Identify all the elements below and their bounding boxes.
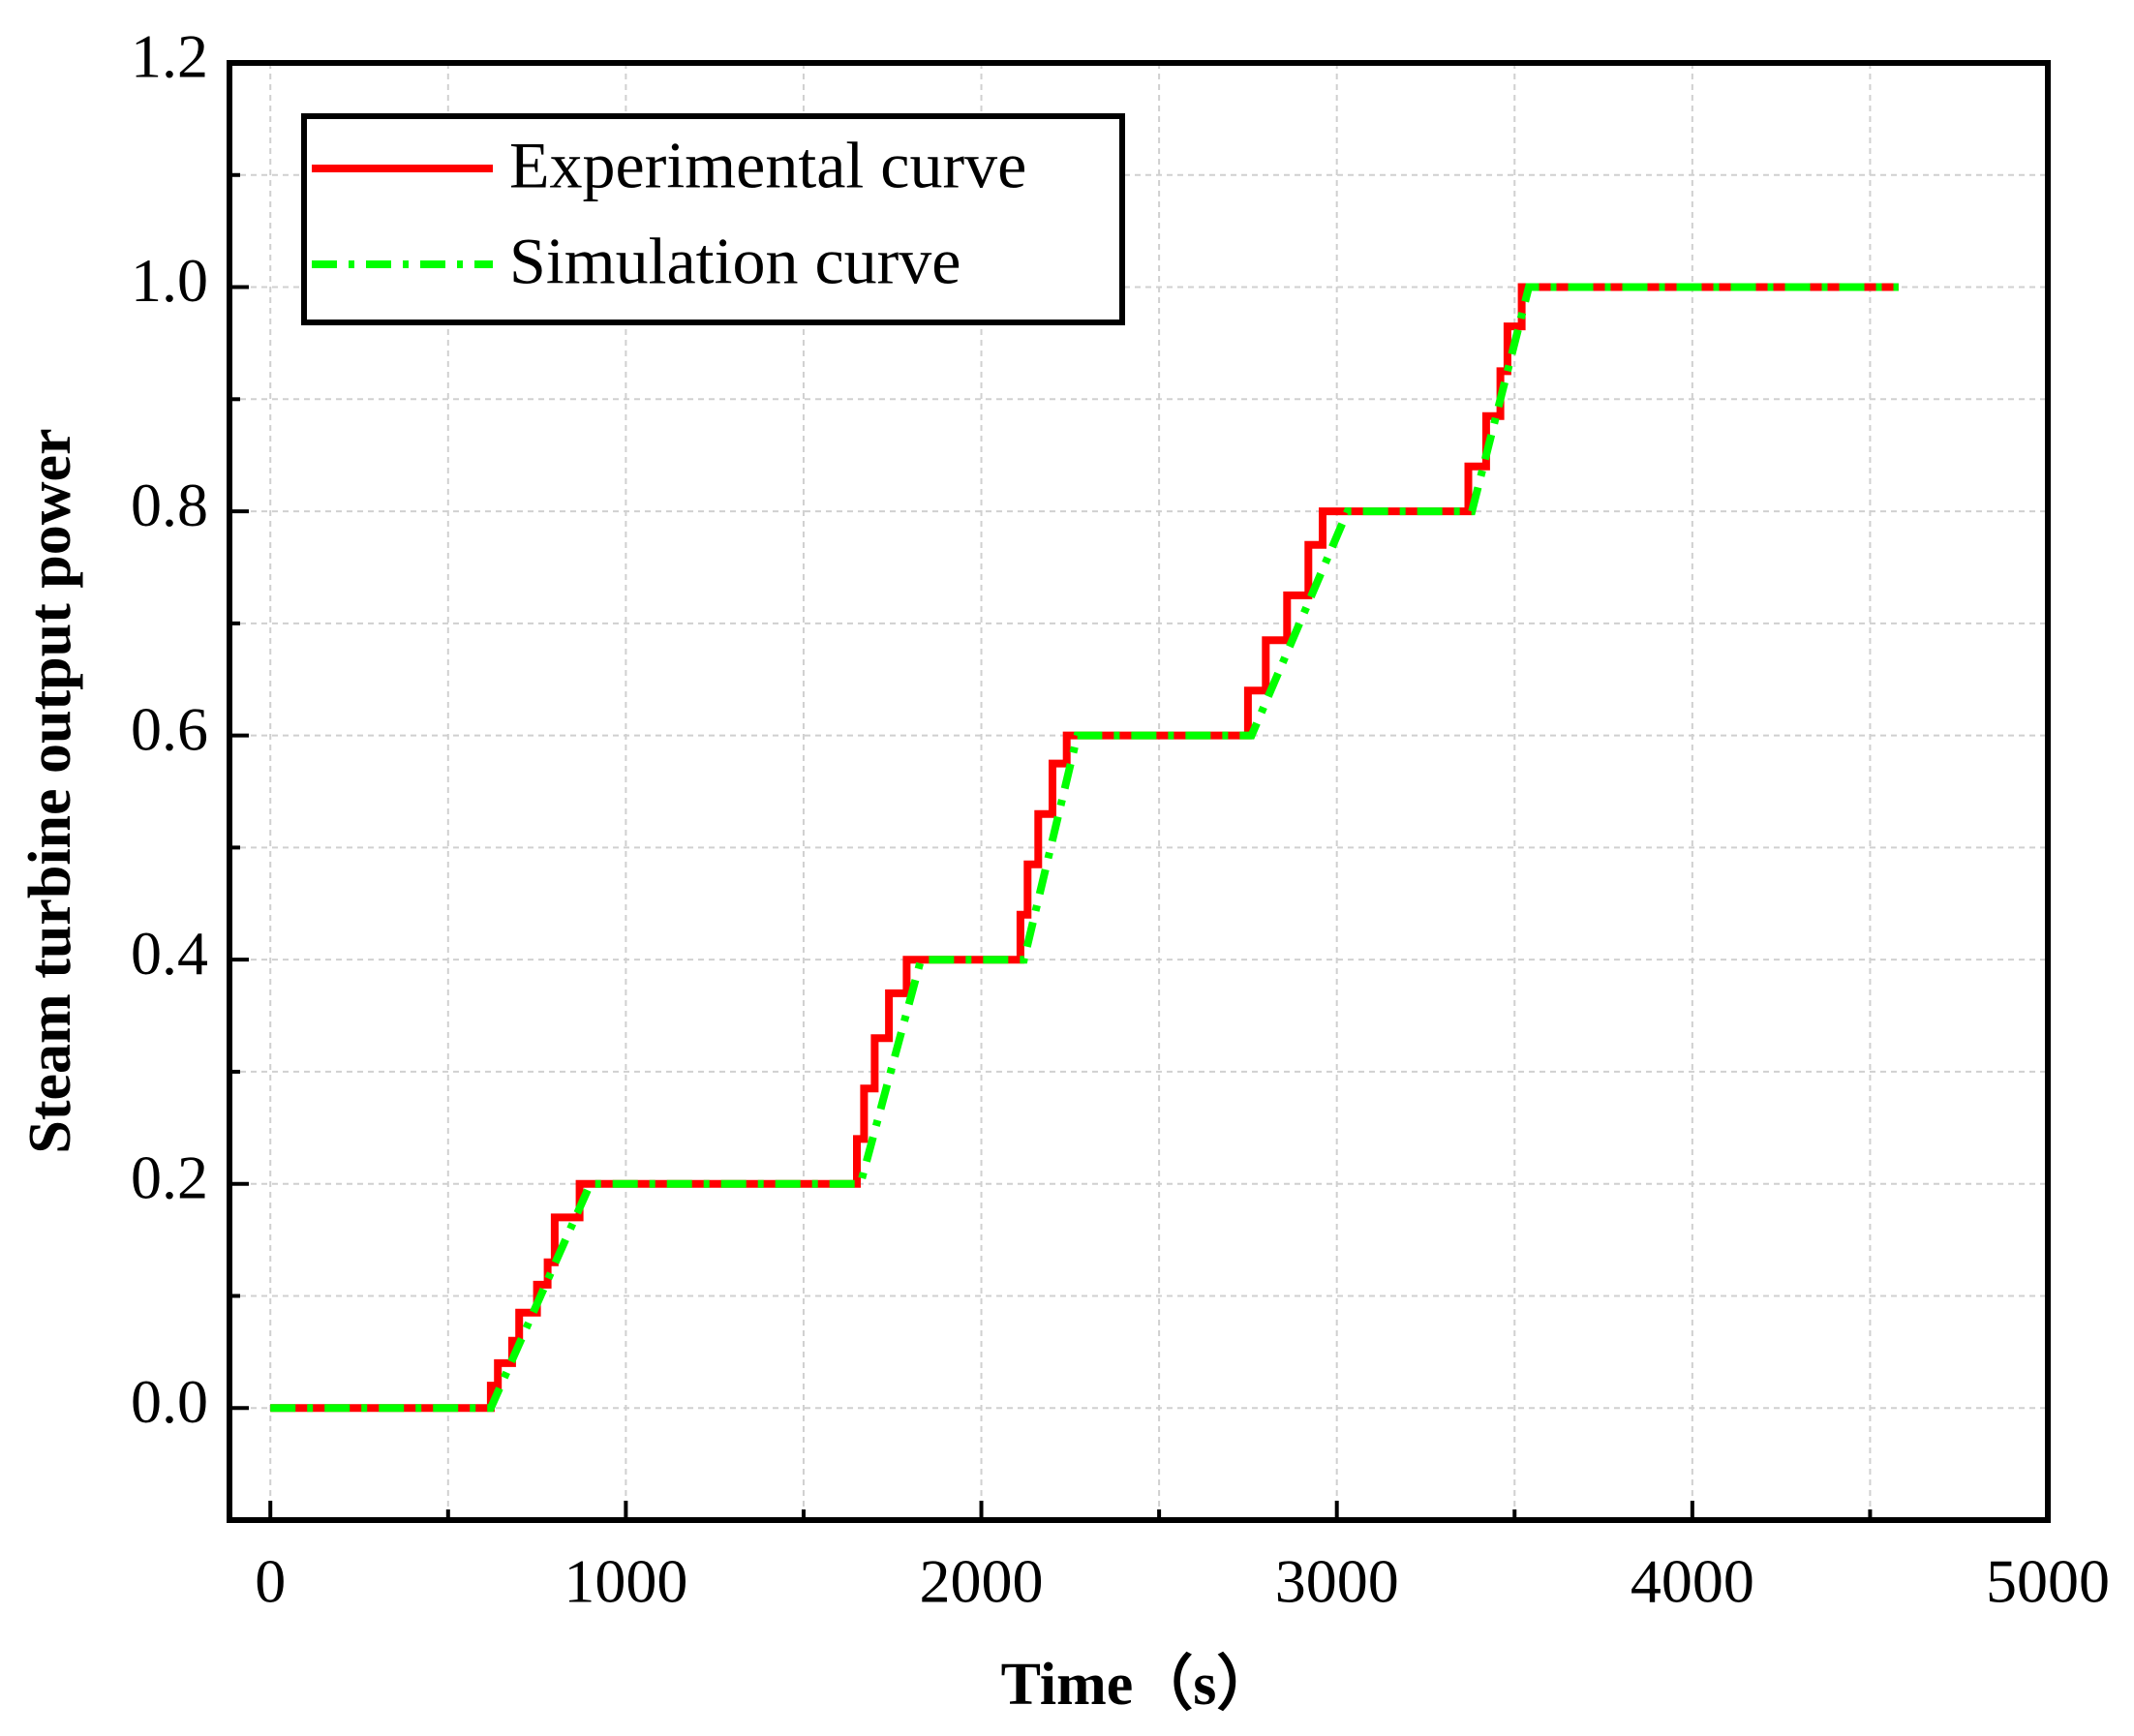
- y-tick-label: 0.4: [131, 919, 208, 988]
- y-tick-label: 0.8: [131, 471, 208, 539]
- x-tick-label: 5000: [1986, 1547, 2110, 1616]
- y-tick-label: 0.2: [131, 1142, 208, 1211]
- legend-label: Experimental curve: [509, 129, 1026, 202]
- y-tick-label: 1.2: [131, 22, 208, 91]
- y-tick-label: 0.6: [131, 694, 208, 763]
- x-tick-label: 1000: [564, 1547, 687, 1616]
- legend-label: Simulation curve: [509, 225, 960, 298]
- plot-frame: [227, 60, 2051, 1523]
- x-tick-label: 2000: [920, 1547, 1044, 1616]
- y-tick-label: 0.0: [131, 1367, 208, 1436]
- x-tick-label: 4000: [1631, 1547, 1754, 1616]
- x-tick-label: 3000: [1275, 1547, 1399, 1616]
- y-axis-label: Steam turbine output power: [17, 428, 83, 1153]
- y-tick-label: 1.0: [131, 246, 208, 315]
- line-series: [270, 283, 1899, 1413]
- x-axis-label: Time（s）: [1001, 1650, 1277, 1718]
- legend-box: [301, 113, 1125, 325]
- x-tick-label: 0: [255, 1547, 286, 1616]
